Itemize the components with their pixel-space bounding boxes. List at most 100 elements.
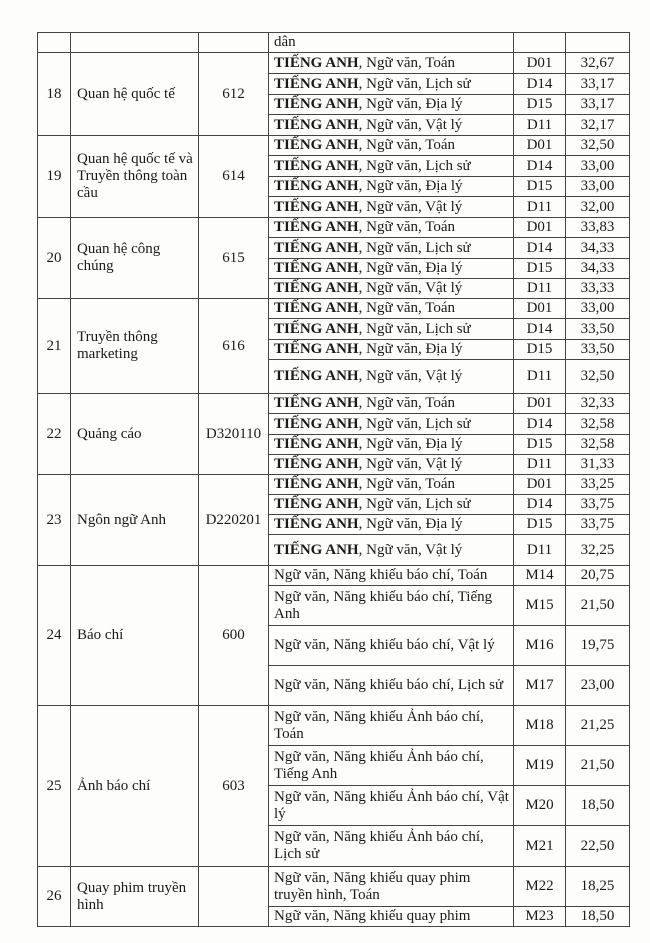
block-cell: D01 — [513, 474, 566, 495]
table-row: 25 Ảnh báo chí 603 Ngữ văn, Năng khiếu Ảnh … — [37, 705, 630, 867]
other-subjects: , Ngữ văn, Vật lý — [358, 456, 463, 472]
block-cell: D15 — [513, 258, 566, 279]
subjects-cell: dân — [268, 32, 514, 53]
block-cell: M17 — [513, 665, 566, 706]
stt-cell: 23 — [37, 474, 71, 566]
subjects-cell: Ngữ văn, Năng khiếu Ảnh báo chí, Lịch sử — [268, 825, 514, 867]
score-cell: 33,75 — [565, 514, 630, 535]
subjects-cell: TIẾNG ANH, Ngữ văn, Vật lý — [268, 196, 514, 218]
score-cell: 32,25 — [565, 534, 630, 566]
major-code-cell — [198, 32, 269, 53]
subjects-cell: TIẾNG ANH, Ngữ văn, Toán — [268, 52, 514, 74]
block-cell: D11 — [513, 359, 566, 394]
primary-subject: TIẾNG ANH — [274, 198, 359, 215]
major-code-cell: D220201 — [198, 474, 269, 566]
primary-subject: TIẾNG ANH — [274, 496, 359, 512]
score-cell: 32,50 — [565, 359, 630, 394]
subjects-cell: TIẾNG ANH, Ngữ văn, Địa lý — [268, 94, 514, 115]
block-cell: D11 — [513, 114, 566, 136]
score-cell: 18,50 — [565, 785, 630, 826]
table-row: TIẾNG ANH, Ngữ văn, Vật lý D11 31,33 — [38, 454, 630, 475]
other-subjects: , Ngữ văn, Toán — [358, 54, 455, 71]
subjects-cell: Ngữ văn, Năng khiếu quay phim — [268, 906, 514, 927]
stt-cell: 18 — [37, 52, 71, 136]
other-subjects: Ngữ văn, Năng khiếu quay phim truyền hìn… — [274, 869, 471, 903]
block-cell: D01 — [513, 135, 566, 156]
other-subjects: , Ngữ văn, Lịch sử — [358, 496, 471, 512]
primary-subject: TIẾNG ANH — [274, 436, 359, 452]
score-cell: 34,33 — [565, 237, 630, 259]
major-name-cell — [70, 32, 199, 53]
other-subjects: Ngữ văn, Năng khiếu Ảnh báo chí, Tiếng A… — [274, 748, 484, 782]
table-row: 20 Quan hệ công chúng 615 TIẾNG ANH, Ngữ vă… — [37, 217, 630, 299]
primary-subject: TIẾNG ANH — [274, 456, 359, 472]
other-subjects: , Ngữ văn, Địa lý — [358, 260, 463, 276]
score-cell: 34,33 — [565, 258, 630, 279]
major-name-cell: Quay phim truyền hình — [70, 866, 199, 927]
major-name-cell: Ngôn ngữ Anh — [70, 474, 199, 566]
major-code-cell: 612 — [198, 52, 269, 136]
primary-subject: TIẾNG ANH — [274, 178, 359, 194]
subjects-cell: Ngữ văn, Năng khiếu Ảnh báo chí, Tiếng A… — [268, 745, 514, 786]
block-cell: M18 — [513, 705, 566, 746]
block-cell: D15 — [513, 94, 566, 115]
subjects-cell: TIẾNG ANH, Ngữ văn, Vật lý — [268, 359, 514, 394]
score-cell: 33,25 — [565, 474, 630, 495]
subjects-cell: TIẾNG ANH, Ngữ văn, Địa lý — [268, 339, 514, 360]
subjects-cell: TIẾNG ANH, Ngữ văn, Địa lý — [268, 514, 514, 535]
primary-subject: TIẾNG ANH — [274, 368, 359, 384]
score-cell: 33,83 — [565, 217, 630, 238]
major-code-cell: 600 — [198, 565, 269, 706]
subjects-cell: TIẾNG ANH, Ngữ văn, Vật lý — [268, 278, 514, 299]
subjects-cell: Ngữ văn, Năng khiếu Ảnh báo chí, Toán — [268, 705, 514, 746]
admission-scores-table: dân 18 Quan hệ quốc tế 612 TIẾNG ANH, Ngữ v… — [37, 32, 630, 927]
primary-subject: TIẾNG ANH — [274, 75, 359, 92]
table-row: Ngữ văn, Năng khiếu báo chí, Lịch sử M17 2… — [38, 665, 630, 706]
table-row: TIẾNG ANH, Ngữ văn, Vật lý D11 32,17 — [38, 114, 630, 136]
subjects-cell: TIẾNG ANH, Ngữ văn, Địa lý — [268, 176, 514, 197]
subjects-cell: TIẾNG ANH, Ngữ văn, Lịch sử — [268, 318, 514, 340]
score-cell: 21,50 — [565, 585, 630, 626]
table-row: TIẾNG ANH, Ngữ văn, Địa lý D15 33,75 — [38, 514, 630, 535]
table-row: 22 Quảng cáo D320110 TIẾNG ANH, Ngữ văn, To… — [37, 393, 630, 475]
table-row: TIẾNG ANH, Ngữ văn, Vật lý D11 32,50 — [38, 359, 630, 394]
score-cell: 33,00 — [565, 298, 630, 319]
major-name-cell: Quan hệ quốc tế — [70, 52, 199, 136]
subjects-cell: TIẾNG ANH, Ngữ văn, Toán — [268, 474, 514, 495]
primary-subject: TIẾNG ANH — [274, 300, 359, 316]
score-cell: 33,17 — [565, 94, 630, 115]
score-cell: 33,50 — [565, 339, 630, 360]
stt-cell: 21 — [37, 298, 71, 394]
block-cell: D01 — [513, 217, 566, 238]
score-cell: 32,58 — [565, 413, 630, 435]
score-cell — [565, 32, 630, 53]
other-subjects: Ngữ văn, Năng khiếu Ảnh báo chí, Lịch sử — [274, 829, 484, 862]
block-cell: D14 — [513, 155, 566, 177]
other-subjects: , Ngữ văn, Toán — [358, 300, 455, 316]
primary-subject: TIẾNG ANH — [274, 96, 359, 112]
block-cell: M23 — [513, 906, 566, 927]
score-cell: 33,33 — [565, 278, 630, 299]
table-row: TIẾNG ANH, Ngữ văn, Lịch sử D14 33,17 — [38, 73, 630, 95]
other-subjects: Ngữ văn, Năng khiếu báo chí, Toán — [274, 567, 488, 583]
score-cell: 33,50 — [565, 318, 630, 340]
table-row: Ngữ văn, Năng khiếu quay phim M23 18,50 — [38, 906, 630, 927]
stt-cell: 19 — [37, 135, 71, 218]
score-cell: 33,00 — [565, 176, 630, 197]
other-subjects: , Ngữ văn, Toán — [358, 219, 455, 235]
primary-subject: TIẾNG ANH — [274, 260, 359, 276]
other-subjects: Ngữ văn, Năng khiếu quay phim — [274, 908, 471, 924]
block-cell — [513, 32, 566, 53]
major-code-cell: 615 — [198, 217, 269, 299]
block-cell: D01 — [513, 298, 566, 319]
other-subjects: Ngữ văn, Năng khiếu Ảnh báo chí, Toán — [274, 708, 484, 742]
score-cell: 18,50 — [565, 906, 630, 927]
primary-subject: TIẾNG ANH — [274, 415, 359, 432]
table-row: 21 Truyền thông marketing 616 TIẾNG ANH, Ng… — [37, 298, 630, 394]
primary-subject: TIẾNG ANH — [274, 137, 359, 153]
block-cell: M16 — [513, 625, 566, 666]
block-cell: D14 — [513, 318, 566, 340]
table-row: 18 Quan hệ quốc tế 612 TIẾNG ANH, Ngữ văn, … — [37, 52, 630, 136]
block-cell: D15 — [513, 176, 566, 197]
block-cell: M20 — [513, 785, 566, 826]
